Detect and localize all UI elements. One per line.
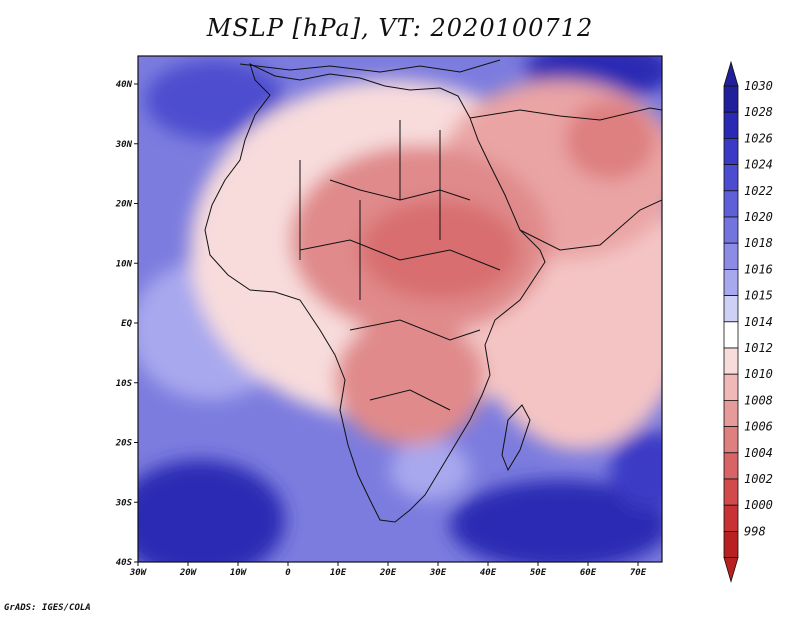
colorbar-label: 1014 (744, 315, 773, 329)
lon-tick-label: 70E (630, 568, 647, 578)
lon-tick-label: 60E (580, 568, 597, 578)
colorbar-label: 1010 (744, 367, 773, 381)
lat-tick-label: 30S (115, 498, 133, 508)
colorbar-swatch (723, 295, 739, 323)
colorbar-label: 1015 (744, 289, 773, 303)
lon-tick-label: 50E (530, 568, 547, 578)
colorbar-swatch (723, 373, 739, 401)
colorbar-swatch (723, 85, 739, 113)
lon-tick-label: 20W (179, 568, 198, 578)
chart-title: MSLP [hPa], VT: 2020100712 (206, 14, 594, 42)
lat-tick-label: 30N (115, 140, 133, 150)
colorbar-label: 1006 (744, 420, 773, 434)
colorbar-swatch (723, 478, 739, 506)
lon-tick-label: 20E (379, 568, 397, 578)
lat-tick-label: 10S (116, 379, 133, 389)
lon-tick-label: 10E (330, 568, 347, 578)
colorbar-swatch (723, 137, 739, 165)
colorbar-swatch (723, 531, 739, 559)
colorbar-label: 1016 (744, 262, 773, 276)
colorbar-swatch (723, 242, 739, 270)
pressure-field (138, 56, 662, 562)
colorbar-swatch (723, 216, 739, 244)
coastline (204, 59, 662, 523)
axis-ticks: 30W 20W 10W 0 10E 20E 30E 40E 50E 60E 70E 40N 30N 20N… (115, 80, 647, 578)
lon-tick-label: 30W (129, 568, 148, 578)
colorbar-label: 1028 (744, 105, 773, 119)
colorbar-swatch (723, 452, 739, 480)
colorbar-label: 1004 (744, 446, 773, 460)
lat-tick-label: 40N (116, 80, 133, 90)
colorbar-label: 1018 (744, 236, 773, 250)
colorbar-swatch (723, 190, 739, 218)
colorbar-label: 1022 (744, 184, 773, 198)
lon-tick-label: 0 (285, 568, 291, 578)
colorbar-swatch (723, 347, 739, 375)
lat-tick-label: 40S (116, 558, 133, 568)
colorbar-bottom-arrow (723, 557, 739, 584)
colorbar-label: 1030 (744, 79, 773, 93)
colorbar-swatch (723, 321, 739, 349)
lat-tick-label: 20N (115, 200, 133, 210)
colorbar-swatch (723, 111, 739, 139)
colorbar-top-arrow (723, 60, 739, 87)
footer-credit: GrADS: IGES/COLA (4, 603, 91, 613)
colorbar-label: 1008 (744, 393, 773, 407)
colorbar: 1030 1028 1026 1024 1022 1020 1018 1016 1015 1014… (723, 60, 773, 584)
lon-tick-label: 30E (429, 568, 447, 578)
colorbar-label: 1020 (744, 210, 773, 224)
colorbar-swatch (723, 164, 739, 192)
colorbar-swatch (723, 399, 739, 427)
colorbar-label: 1026 (744, 131, 773, 145)
colorbar-label: 1012 (744, 341, 773, 355)
lat-tick-label: 10N (116, 259, 133, 269)
colorbar-label: 1024 (744, 158, 773, 172)
lat-tick-label: EQ (121, 319, 132, 329)
map-frame (137, 55, 663, 563)
colorbar-swatch (723, 426, 739, 454)
colorbar-label: 1002 (744, 472, 773, 486)
colorbar-label: 998 (744, 524, 766, 538)
lon-tick-label: 40E (480, 568, 497, 578)
colorbar-swatch (723, 268, 739, 296)
lat-tick-label: 20S (115, 439, 133, 449)
colorbar-label: 1000 (744, 498, 773, 512)
lon-tick-label: 10W (230, 568, 248, 578)
colorbar-swatch (723, 504, 739, 532)
